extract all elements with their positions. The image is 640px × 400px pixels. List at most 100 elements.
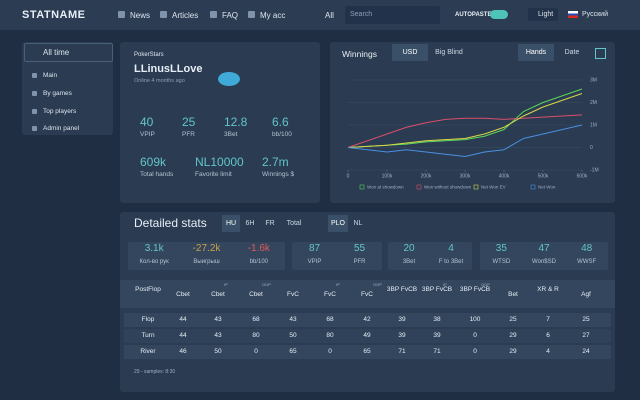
table-cell: River <box>140 348 156 355</box>
stat-label: Favorite limit <box>195 171 232 178</box>
chart-tab[interactable]: Big Blind <box>435 49 463 56</box>
table-cell: Flop <box>141 316 155 323</box>
stat-label: Winnings $ <box>262 171 295 178</box>
game-tab[interactable]: Total <box>286 220 302 227</box>
table-cell: 43 <box>214 332 222 339</box>
language[interactable]: Русский <box>582 11 608 18</box>
summary-label: bb/100 <box>249 259 268 265</box>
nav-link[interactable]: Articles <box>172 11 199 20</box>
table-header: FvC <box>361 291 373 298</box>
summary-value: 3.1k <box>144 243 164 254</box>
nav-icon <box>248 11 255 18</box>
logo[interactable]: STATNAME <box>22 9 86 21</box>
game-tab[interactable]: FR <box>265 220 275 227</box>
chart-title: Winnings <box>342 49 377 59</box>
table-cell: Turn <box>141 332 155 339</box>
table-header-sup: OOP <box>373 282 382 287</box>
sidebar-icon <box>32 91 37 96</box>
type-tab[interactable]: NL <box>353 220 363 227</box>
summary-label: WTSD <box>492 259 511 265</box>
room: PokerStars <box>134 52 164 58</box>
game-tab[interactable]: 6H <box>245 220 255 227</box>
expand-icon[interactable] <box>595 48 606 59</box>
search-placeholder: Search <box>350 11 373 18</box>
filter[interactable]: All <box>325 11 334 20</box>
flag <box>568 11 578 18</box>
table-cell: 25 <box>582 316 590 323</box>
table-cell: 71 <box>398 348 406 355</box>
summary-label: WWSF <box>577 259 597 265</box>
chart-tab[interactable]: Date <box>564 49 580 56</box>
summary-label: Won$SD <box>532 259 556 265</box>
series-line <box>347 124 583 158</box>
stat-label: 3Bet <box>224 131 238 138</box>
table-cell: 24 <box>582 348 590 355</box>
sidebar-item[interactable]: Main <box>43 72 58 79</box>
table-cell: 49 <box>363 332 371 339</box>
table-header: Cbet <box>211 291 225 298</box>
winnings-chart: 3M 2M 1M 0 -1M 0 100k 200k 300k 400k 500k 600k Won a… <box>347 77 599 190</box>
stat-value: 12.8 <box>224 115 248 129</box>
game-tab[interactable]: HU <box>222 215 240 232</box>
sidebar <box>22 42 113 135</box>
legend-checkbox <box>530 184 536 190</box>
autopaste-toggle[interactable] <box>490 10 508 19</box>
table-cell: 71 <box>433 348 441 355</box>
summary-label: PFR <box>353 259 366 265</box>
x-tick-label: 400k <box>499 173 510 179</box>
chart-tab[interactable]: Hands <box>518 44 554 61</box>
legend-label: Won without showdown <box>424 185 472 190</box>
legend-label: Won at showdown <box>367 185 404 190</box>
search-box[interactable] <box>345 6 440 24</box>
legend-label: Net Won EV <box>481 185 506 190</box>
table-cell: 0 <box>473 332 477 339</box>
summary-value: 4 <box>448 243 454 254</box>
table-cell: 68 <box>252 316 260 323</box>
table-row-bg <box>124 345 611 359</box>
chart-tab[interactable]: USD <box>392 44 428 61</box>
nav-link[interactable]: My acc <box>260 11 286 20</box>
stats-title: Detailed stats <box>134 216 207 230</box>
series-line <box>347 93 583 148</box>
period: All time <box>43 48 70 57</box>
summary-value: -1.6k <box>247 243 270 254</box>
table-cell: 80 <box>252 332 260 339</box>
sidebar-item[interactable]: Admin panel <box>43 125 80 132</box>
stat-value: 40 <box>140 115 154 129</box>
table-header-sup: OOP <box>262 282 271 287</box>
summary-value: 48 <box>581 243 593 254</box>
summary-group <box>128 242 285 270</box>
table-cell: 39 <box>433 332 441 339</box>
stat-value: 25 <box>182 115 196 129</box>
table-header-sup: IP <box>443 282 447 287</box>
nav-link[interactable]: News <box>130 11 151 20</box>
sidebar-item[interactable]: Top players <box>43 108 77 115</box>
stat-value: 2.7m <box>262 155 289 169</box>
table-cell: 38 <box>433 316 441 323</box>
table-cell: 0 <box>254 348 258 355</box>
table-header-bg <box>120 280 615 308</box>
x-tick-label: 0 <box>347 173 350 179</box>
table-row-bg <box>124 313 611 327</box>
summary-label: VPIP <box>307 259 322 265</box>
table-header: Bet <box>508 291 518 298</box>
stat-label: PFR <box>182 131 195 138</box>
type-tab[interactable]: PLO <box>328 215 348 232</box>
period-select[interactable] <box>24 43 113 62</box>
table-header: 3BP FvCB <box>386 286 418 293</box>
table-header-sup: IP <box>224 282 228 287</box>
table-cell: 7 <box>546 316 550 323</box>
table-cell: 39 <box>398 316 406 323</box>
sidebar-item[interactable]: By games <box>43 90 72 97</box>
series-line <box>347 114 583 148</box>
autopaste-label: AUTOPASTE <box>455 12 492 18</box>
table-header-sup: IP <box>336 282 340 287</box>
y-tick-label: 3M <box>590 77 597 83</box>
y-tick-label: 2M <box>590 100 597 106</box>
nav-link[interactable]: FAQ <box>222 11 239 20</box>
table-header: FvC <box>287 291 299 298</box>
theme-button[interactable] <box>528 8 558 21</box>
table-cell: 42 <box>363 316 371 323</box>
theme-label: Light <box>538 11 554 18</box>
x-tick-label: 100k <box>382 173 393 179</box>
